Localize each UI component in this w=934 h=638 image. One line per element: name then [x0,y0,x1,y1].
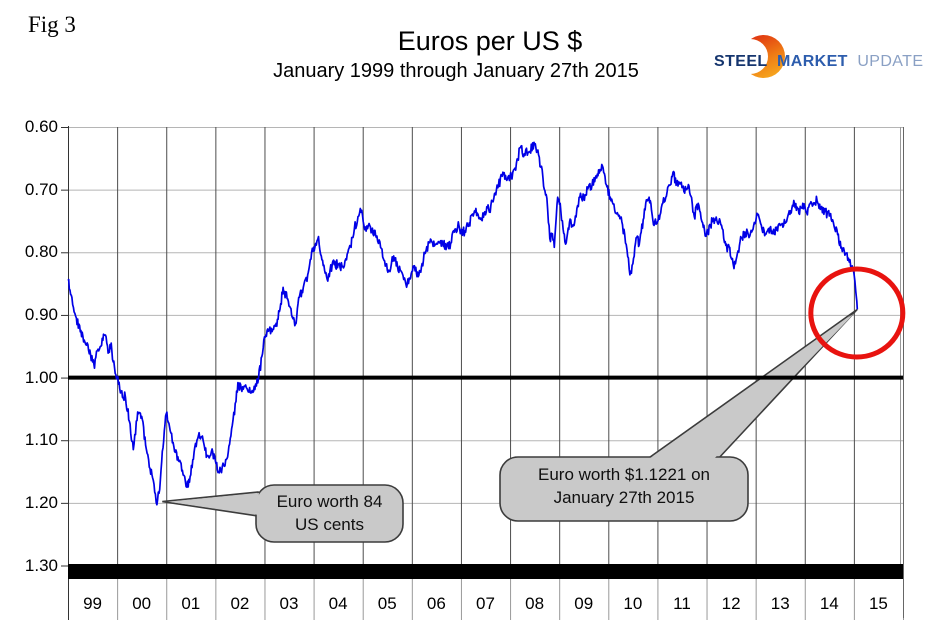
callout-tail-merge [168,493,259,515]
x-axis-label: 99 [83,594,102,613]
callout-euro-2015: Euro worth $1.1221 on January 27th 2015 [502,463,746,509]
x-axis-label: 04 [328,594,348,613]
x-axis-label: 01 [181,594,201,613]
chart-title: Euros per US $ [397,26,583,56]
x-axis-label: 15 [868,594,888,613]
callout-line: Euro worth $1.1221 on [537,465,710,484]
callout-line: January 27th 2015 [553,488,695,507]
x-axis-label: 06 [426,594,446,613]
y-axis-label: 1.10 [24,430,58,450]
logo-word-market: MARKET [777,53,848,70]
x-axis-label: 12 [721,594,741,613]
x-axis-label: 07 [476,594,495,613]
y-axis-label: 1.00 [24,367,58,387]
x-axis-label: 08 [525,594,545,613]
y-axis-label: 1.20 [24,492,58,512]
bottom-bar-1-30 [68,564,903,579]
x-axis-label: 09 [574,594,594,613]
x-axis-label: 05 [377,594,397,613]
chart-subtitle: January 1999 through January 27th 2015 [273,60,639,82]
figure-label: Fig 3 [28,12,76,37]
logo-text: STEEL MARKET UPDATE [714,53,923,71]
x-axis-label: 10 [623,594,643,613]
eur-usd-series-line [67,141,859,506]
callout-tail-merge [649,313,855,459]
highlight-circle [808,266,906,360]
callout-line: Euro worth 84 [276,492,383,511]
steel-market-update-logo: STEEL MARKET UPDATE [708,34,923,80]
x-axis-label: 14 [819,594,839,613]
y-axis-label: 0.80 [24,242,58,262]
x-axis-label: 00 [132,594,152,613]
x-axis-label: 11 [673,594,691,613]
callout-tail [643,308,858,461]
y-axis-label: 0.90 [24,304,58,324]
logo-word-update: UPDATE [857,53,924,70]
y-axis-label: 0.70 [24,179,58,199]
callout-line: US cents [295,515,364,534]
y-axis-label: 0.60 [24,117,58,136]
x-axis-label: 13 [770,594,790,613]
x-axis-label: 03 [279,594,299,613]
x-axis-label: 02 [230,594,250,613]
logo-crescent-cutout [733,39,768,74]
callout-euro-84-cents: Euro worth 84 US cents [256,490,403,536]
logo-word-steel: STEEL [714,53,768,70]
callout-bubble [499,456,749,522]
y-axis-label: 1.30 [24,555,58,575]
